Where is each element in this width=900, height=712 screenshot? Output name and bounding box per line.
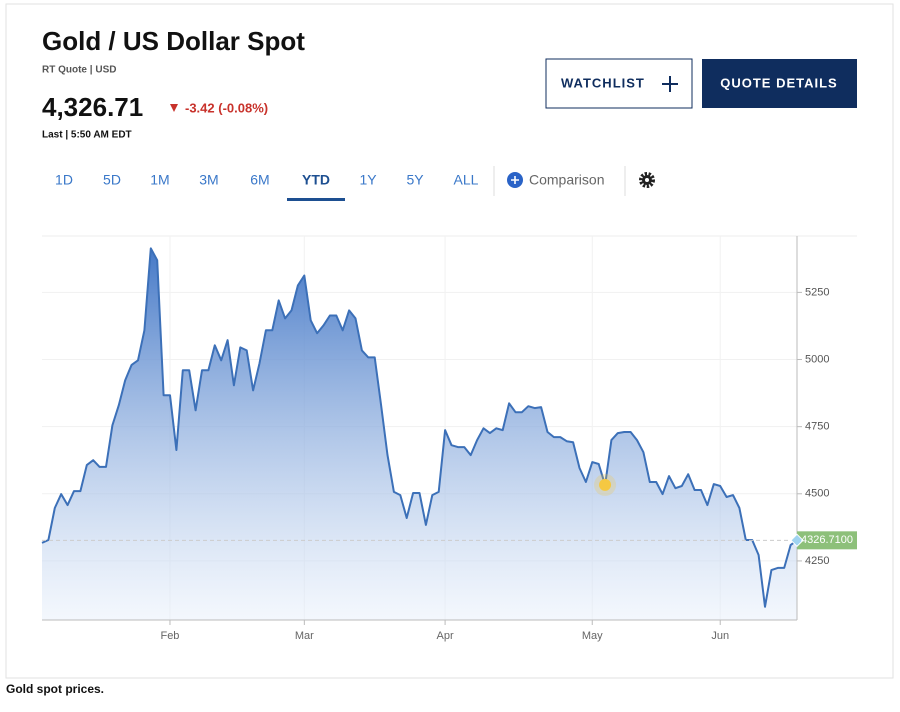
hover-point [599, 478, 612, 491]
comparison-label[interactable]: Comparison [529, 172, 604, 188]
gear-hole [645, 178, 649, 182]
chart: 4250 4500 4750 5000 5250 Feb Mar Apr May Jun 4326.… [41, 235, 857, 642]
price: 4,326.71 [42, 92, 143, 122]
watchlist-label[interactable]: WATCHLIST [561, 75, 645, 90]
details-box[interactable] [702, 59, 857, 108]
range-tab[interactable]: ALL [454, 172, 479, 188]
gear-teeth[interactable] [639, 172, 655, 188]
caption: Gold spot prices. [6, 682, 104, 696]
last-price-marker [790, 533, 804, 548]
y-tick-label: 5000 [805, 353, 829, 365]
down-arrow [170, 104, 178, 112]
area-fill [42, 248, 797, 620]
range-tabs: 1D 5D 1M 3M 6M YTD 1Y 5Y ALL [55, 172, 479, 201]
details-button[interactable]: QUOTE DETAILS [702, 59, 857, 108]
y-tick-label: 4750 [805, 421, 829, 433]
price-change: -3.42 (-0.08%) [185, 100, 268, 115]
x-tick-label: Feb [160, 630, 179, 642]
x-tick-label: Jun [711, 630, 729, 642]
card [5, 3, 894, 679]
y-tick-label: 5250 [805, 286, 829, 298]
range-tab[interactable]: 1M [150, 172, 169, 188]
last-time: Last | 5:50 AM EDT [42, 130, 132, 141]
y-tick-label: 4250 [805, 555, 829, 567]
range-tab[interactable]: 5D [103, 172, 121, 188]
range-tab[interactable]: YTD [302, 172, 330, 188]
x-tick-label: Apr [437, 630, 454, 642]
watchlist-button[interactable]: WATCHLIST [545, 58, 693, 109]
title: Gold / US Dollar Spot [42, 26, 305, 56]
range-tab[interactable]: 1Y [359, 172, 377, 188]
range-tab[interactable]: 1D [55, 172, 73, 188]
range-tab[interactable]: 5Y [406, 172, 424, 188]
x-tick-label: Mar [295, 630, 314, 642]
price-line [41, 247, 798, 608]
quote-type: RT Quote | USD [42, 65, 116, 76]
details-label[interactable]: QUOTE DETAILS [720, 75, 837, 90]
range-tab[interactable]: 3M [199, 172, 218, 188]
plus-icon [662, 76, 678, 92]
last-price-box [797, 531, 857, 550]
settings-icon[interactable] [639, 172, 655, 188]
y-tick-label: 4500 [805, 488, 829, 500]
comparison-plus [511, 176, 519, 184]
last-price-label: 4326.7100 [801, 534, 853, 546]
range-tab[interactable]: 6M [250, 172, 269, 188]
x-tick-label: May [582, 630, 603, 642]
selected-underline [287, 198, 345, 201]
